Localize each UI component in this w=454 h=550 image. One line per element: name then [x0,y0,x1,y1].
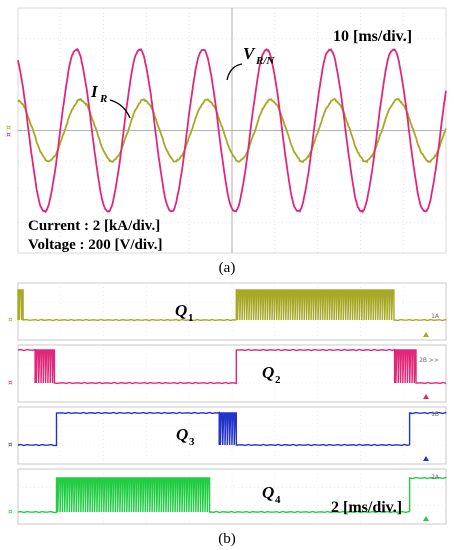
ir-main: I [90,82,99,101]
gate-signal-q3 [17,411,447,447]
channel-ground-marker: ¤ [8,316,13,324]
channel-marker-label: 2A [431,474,440,481]
q4-main: Q [262,483,274,502]
timebase-a: 10 [ms/div.] [333,28,412,45]
q2-sub: 2 [275,374,281,386]
channel-ground-marker: ¤ [8,379,13,387]
channel-q4: ¤ 2A [8,468,447,525]
caption-b: (b) [218,531,236,547]
caption-a: (a) [219,260,236,276]
label-ir: I R [90,82,131,119]
q2-main: Q [262,363,274,382]
gate-signal-q2 [17,348,447,385]
q4-sub: 4 [275,494,281,506]
channel-q3: ¤ 1B [8,406,447,465]
channel-marker-label: 2B >> [419,357,439,364]
gate-signal-q1 [17,289,447,322]
q1-main: Q [175,301,187,320]
label-q3: Q 3 [176,425,195,448]
ground-marker-current: ¤ [6,123,11,132]
trigger-marker-icon [423,394,429,399]
trigger-marker-icon [423,456,429,461]
vrn-main: V [243,44,256,63]
label-q1: Q 1 [175,301,194,324]
panel-a-grid [18,8,446,253]
trigger-marker-icon [423,516,429,521]
q1-sub: 1 [188,312,194,324]
panel-b-channels: ¤ 1A ¤ 2B >> ¤ 1B ¤ 2A [8,282,447,525]
ground-marker-voltage: ¤ [6,130,11,139]
channel-ground-marker: ¤ [8,508,13,516]
trace-v-rn [17,47,447,214]
label-vrn: V R/N [226,44,275,81]
vrn-leader-line [226,63,243,81]
channel-ground-marker: ¤ [8,441,13,449]
channel-marker-label: 1B [431,411,439,418]
label-q2: Q 2 [262,363,281,386]
gate-signal-q4 [17,476,447,514]
vrn-sub: R/N [255,55,275,67]
panel-a-ground-marker: ¤ ¤ [6,123,11,139]
timebase-b: 2 [ms/div.] [331,499,402,516]
trigger-marker-icon [423,332,429,337]
ir-sub: R [99,93,107,105]
panel-a-traces [17,47,447,214]
current-scale: Current : 2 [kA/div.] [28,218,160,234]
panel-a: ¤ ¤ 10 [ms/div.] V R/N I R Current : 2 [… [6,7,447,254]
q3-sub: 3 [189,436,195,448]
channel-q1: ¤ 1A [8,282,447,341]
channel-q2: ¤ 2B >> [8,344,447,403]
ir-leader-line [109,99,131,119]
channel-marker-label: 1A [431,313,440,320]
voltage-scale: Voltage : 200 [V/div.] [28,237,162,253]
label-q4: Q 4 [262,483,281,506]
q3-main: Q [176,425,188,444]
panel-b: ¤ 1A ¤ 2B >> ¤ 1B ¤ 2A Q 1 Q 2 Q 3 Q 4 2 [ms/di… [8,282,447,525]
